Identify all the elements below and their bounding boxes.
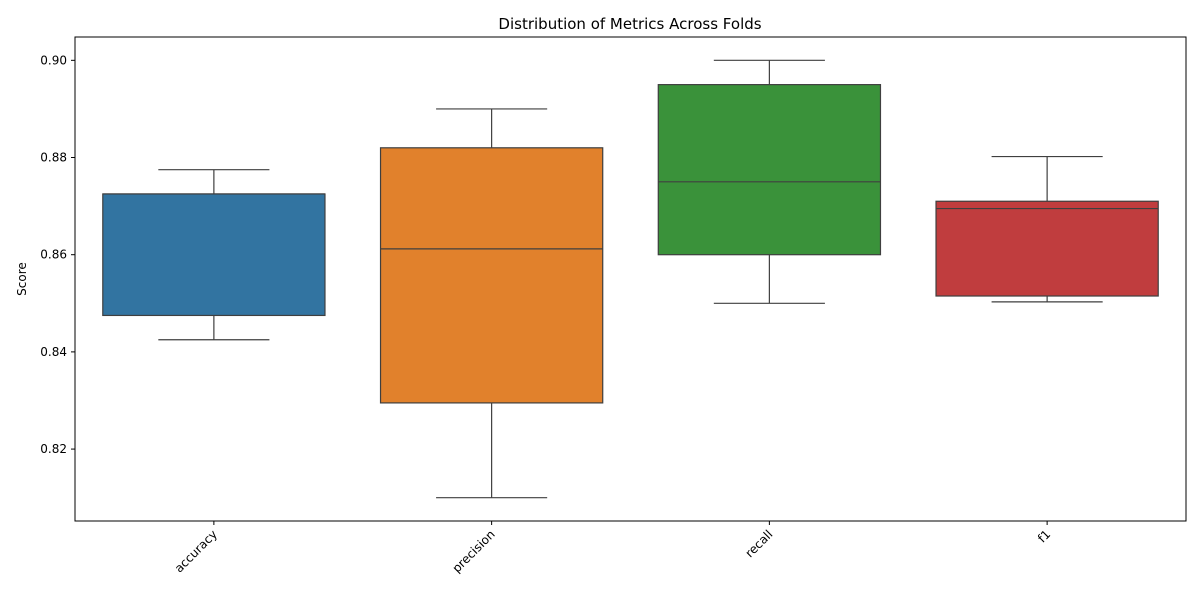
box-precision (379, 147, 604, 404)
box-recall (657, 84, 882, 256)
box-f1 (935, 200, 1159, 297)
y-tick-label: 0.82 (40, 442, 67, 456)
y-tick-label: 0.86 (40, 248, 67, 262)
box-accuracy (102, 193, 326, 317)
y-tick-label: 0.84 (40, 345, 67, 359)
chart-title: Distribution of Metrics Across Folds (498, 15, 761, 33)
y-tick-label: 0.90 (40, 53, 67, 67)
y-tick-label: 0.88 (40, 151, 67, 165)
y-axis-label: Score (15, 262, 29, 296)
axes-frame (74, 36, 1187, 522)
